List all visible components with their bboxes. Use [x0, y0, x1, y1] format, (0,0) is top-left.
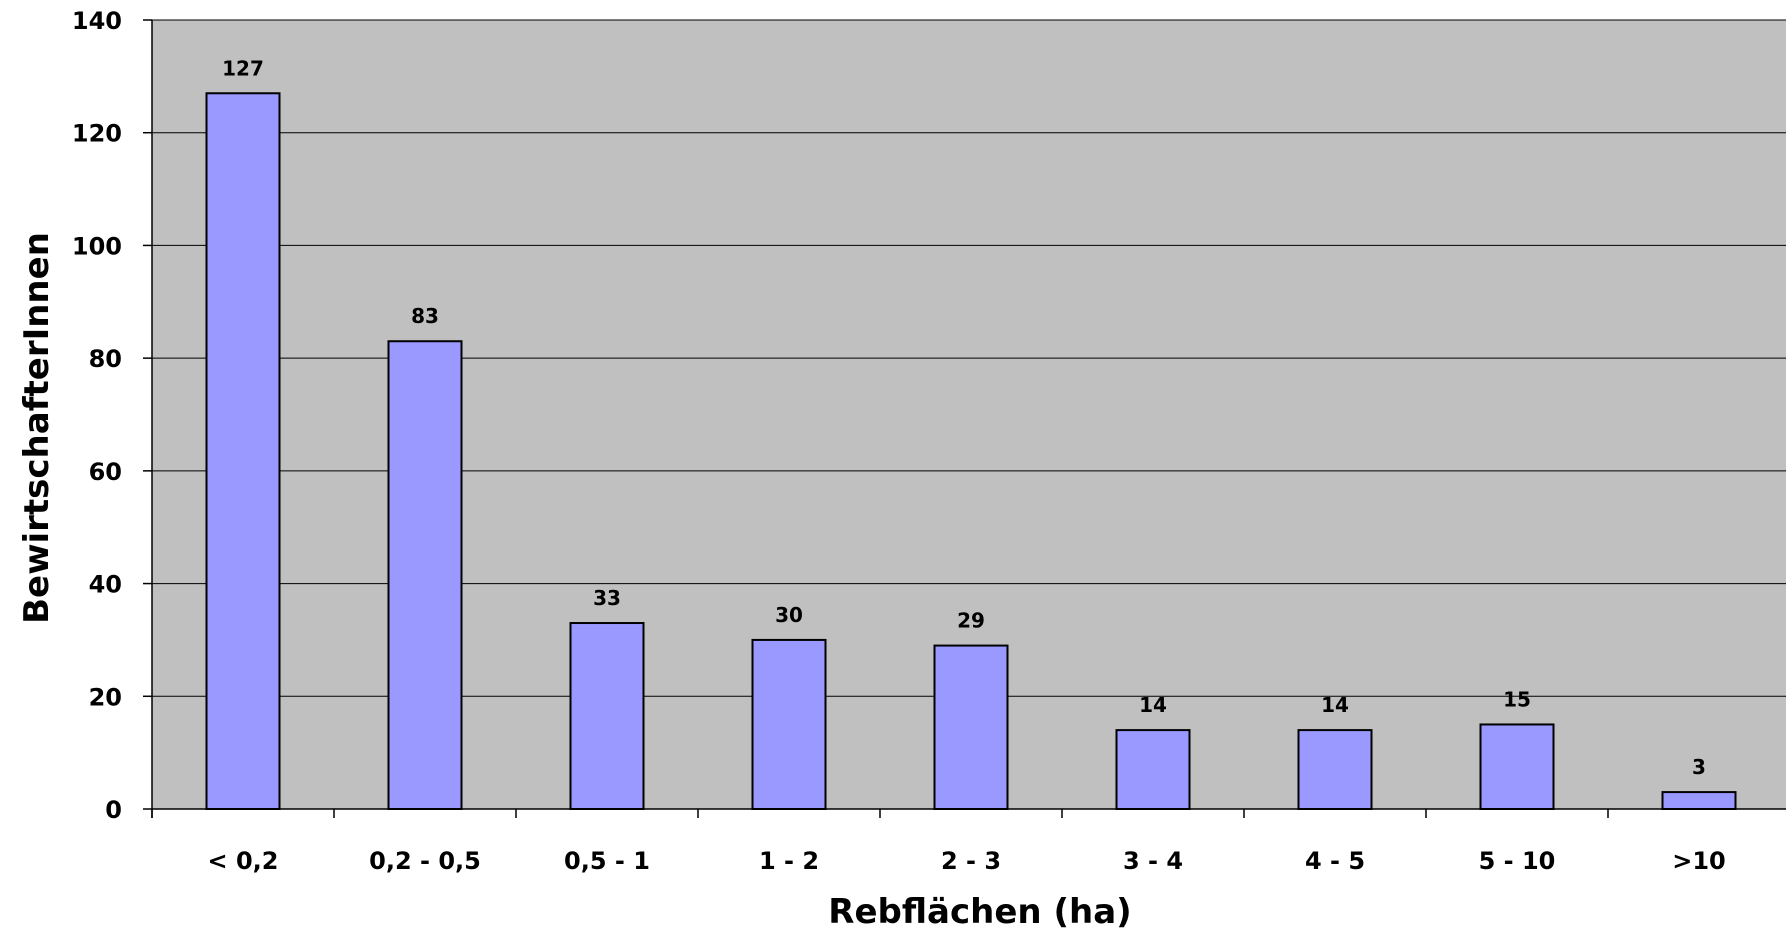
- y-tick-label: 140: [72, 7, 122, 35]
- data-label: 14: [1139, 693, 1167, 717]
- y-tick-label: 100: [72, 232, 122, 260]
- data-label: 15: [1503, 687, 1531, 711]
- data-label: 14: [1321, 693, 1349, 717]
- y-axis-tick-labels: 0 20 40 60 80 100 120 140: [72, 7, 122, 824]
- x-tick-label: 5 - 10: [1479, 847, 1556, 875]
- data-label: 29: [957, 609, 985, 633]
- x-axis-title: Rebflächen (ha): [828, 892, 1131, 932]
- y-tick-label: 20: [89, 683, 122, 711]
- x-tick-label: 2 - 3: [941, 847, 1001, 875]
- bar: [205, 92, 281, 810]
- data-label: 127: [222, 56, 264, 80]
- bar: [751, 638, 827, 811]
- y-tick-label: 80: [89, 345, 122, 373]
- x-tick-label: 0,2 - 0,5: [369, 847, 481, 875]
- data-label: 33: [593, 586, 621, 610]
- bar: [1661, 791, 1737, 810]
- data-label: 3: [1692, 755, 1706, 779]
- x-axis-tick-labels: < 0,2 0,2 - 0,5 0,5 - 1 1 - 2 2 - 3 3 - 4 4 - …: [208, 847, 1726, 875]
- data-label: 30: [775, 603, 803, 627]
- y-axis-title: BewirtschafterInnen: [17, 232, 57, 624]
- y-tick-label: 0: [105, 796, 122, 824]
- bar: [387, 340, 463, 810]
- y-tick-label: 60: [89, 458, 122, 486]
- x-tick-label: 0,5 - 1: [564, 847, 650, 875]
- x-tick-label: < 0,2: [208, 847, 279, 875]
- bar: [1479, 723, 1555, 811]
- x-tick-label: >10: [1672, 847, 1726, 875]
- bar: [933, 644, 1009, 810]
- bar: [569, 622, 645, 810]
- y-tick-label: 40: [89, 571, 122, 599]
- data-labels: 127 83 33 30 29 14 14 15 3: [222, 56, 1706, 779]
- bar: [1115, 729, 1191, 810]
- x-tick-label: 4 - 5: [1305, 847, 1365, 875]
- bar: [1297, 729, 1373, 810]
- x-tick-label: 1 - 2: [759, 847, 819, 875]
- data-label: 83: [411, 304, 439, 328]
- x-tick-label: 3 - 4: [1123, 847, 1183, 875]
- axes: [143, 19, 1786, 818]
- y-tick-label: 120: [72, 120, 122, 148]
